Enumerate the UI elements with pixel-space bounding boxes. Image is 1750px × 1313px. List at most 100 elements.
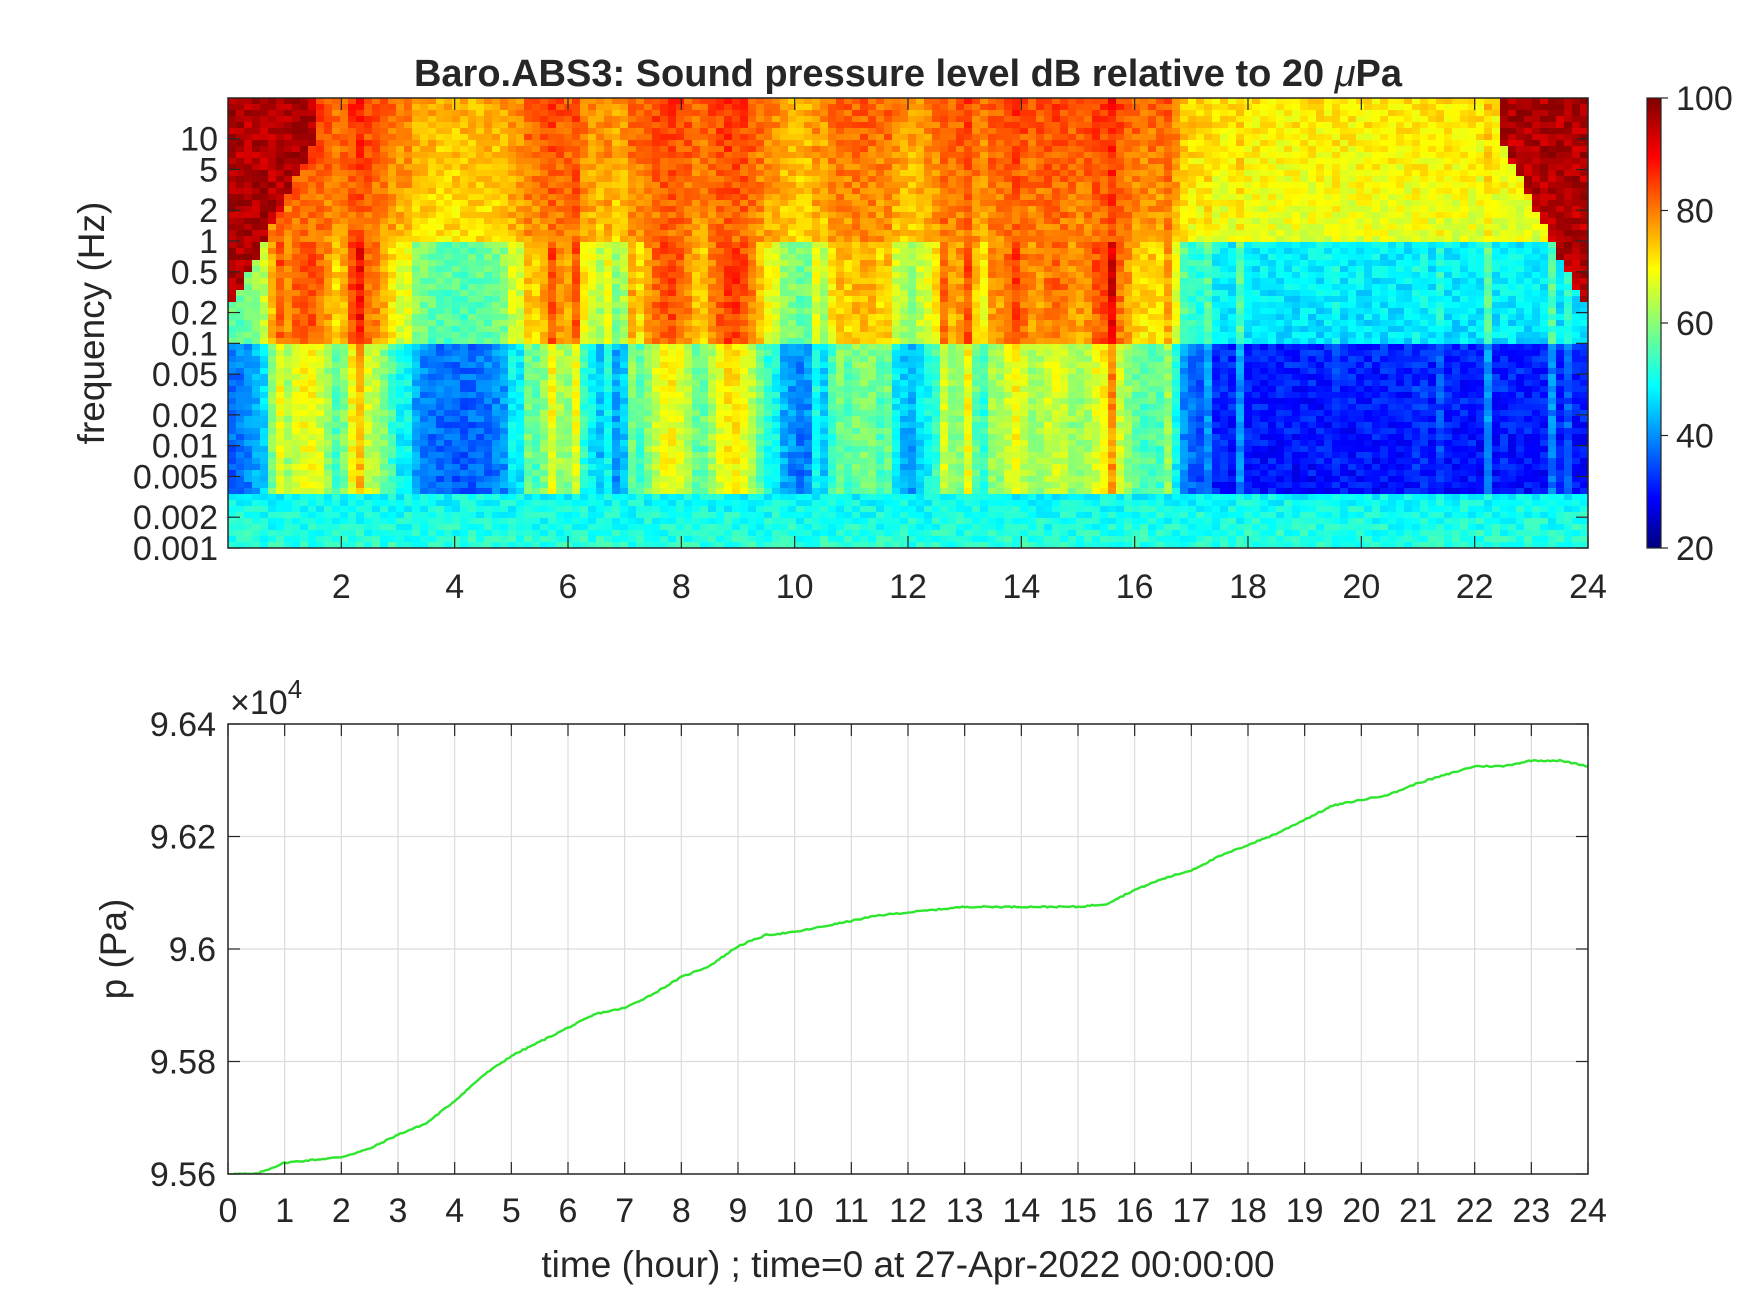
heatmap-cell: [708, 524, 717, 531]
heatmap-cell: [412, 164, 421, 171]
heatmap-cell: [532, 380, 541, 387]
heatmap-cell: [372, 284, 381, 291]
heatmap-cell: [700, 500, 709, 507]
heatmap-cell: [564, 134, 573, 141]
heatmap-cell: [332, 488, 341, 495]
heatmap-cell: [412, 416, 421, 423]
heatmap-cell: [428, 368, 437, 375]
heatmap-cell: [420, 464, 429, 471]
heatmap-cell: [388, 122, 397, 129]
heatmap-cell: [692, 308, 701, 315]
heatmap-cell: [564, 230, 573, 237]
heatmap-cell: [692, 404, 701, 411]
heatmap-cell: [276, 470, 285, 477]
heatmap-cell: [524, 296, 533, 303]
heatmap-cell: [388, 110, 397, 117]
heatmap-cell: [492, 506, 501, 513]
heatmap-cell: [580, 332, 589, 339]
heatmap-cell: [340, 110, 349, 117]
heatmap-cell: [268, 278, 277, 285]
heatmap-cell: [556, 356, 565, 363]
heatmap-cell: [596, 470, 605, 477]
heatmap-cell: [356, 290, 365, 297]
heatmap-cell: [308, 236, 317, 243]
heatmap-cell: [644, 380, 653, 387]
heatmap-cell: [580, 536, 589, 543]
heatmap-cell: [324, 368, 333, 375]
heatmap-cell: [740, 152, 749, 159]
heatmap-cell: [684, 308, 693, 315]
heatmap-cell: [748, 422, 757, 429]
heatmap-cell: [396, 446, 405, 453]
heatmap-cell: [308, 452, 317, 459]
heatmap-cell: [516, 500, 525, 507]
heatmap-cell: [620, 512, 629, 519]
heatmap-cell: [524, 398, 533, 405]
heatmap-cell: [268, 404, 277, 411]
heatmap-cell: [732, 512, 741, 519]
heatmap-cell: [340, 134, 349, 141]
heatmap-cell: [332, 230, 341, 237]
heatmap-cell: [588, 278, 597, 285]
heatmap-cell: [268, 98, 277, 105]
heatmap-cell: [564, 248, 573, 255]
heatmap-cell: [580, 542, 589, 548]
heatmap-cell: [300, 104, 309, 111]
heatmap-cell: [324, 260, 333, 267]
heatmap-cell: [452, 128, 461, 135]
heatmap-cell: [300, 368, 309, 375]
heatmap-cell: [740, 164, 749, 171]
heatmap-cell: [300, 308, 309, 315]
heatmap-cell: [268, 452, 277, 459]
heatmap-cell: [276, 98, 285, 105]
heatmap-cell: [420, 398, 429, 405]
heatmap-cell: [420, 284, 429, 291]
heatmap-cell: [596, 362, 605, 369]
heatmap-cell: [660, 212, 669, 219]
heatmap-cell: [700, 428, 709, 435]
heatmap-cell: [316, 134, 325, 141]
heatmap-cell: [692, 194, 701, 201]
heatmap-cell: [460, 362, 469, 369]
heatmap-cell: [692, 272, 701, 279]
heatmap-cell: [428, 236, 437, 243]
heatmap-cell: [684, 320, 693, 327]
heatmap-cell: [364, 368, 373, 375]
heatmap-cell: [548, 296, 557, 303]
heatmap-cell: [708, 230, 717, 237]
heatmap-cell: [468, 506, 477, 513]
heatmap-cell: [492, 530, 501, 537]
heatmap-cell: [620, 104, 629, 111]
heatmap-cell: [316, 488, 325, 495]
heatmap-cell: [684, 164, 693, 171]
heatmap-cell: [404, 302, 413, 309]
heatmap-cell: [556, 308, 565, 315]
heatmap-cell: [756, 284, 765, 291]
heatmap-cell: [612, 248, 621, 255]
heatmap-cell: [564, 476, 573, 483]
heatmap-cell: [308, 512, 317, 519]
heatmap-cell: [268, 158, 277, 165]
heatmap-cell: [396, 422, 405, 429]
heatmap-cell: [228, 362, 237, 369]
heatmap-cell: [508, 404, 517, 411]
heatmap-cell: [308, 374, 317, 381]
heatmap-cell: [660, 206, 669, 213]
heatmap-cell: [404, 434, 413, 441]
heatmap-cell: [356, 344, 365, 351]
heatmap-cell: [636, 398, 645, 405]
heatmap-cell: [540, 410, 549, 417]
heatmap-cell: [644, 320, 653, 327]
heatmap-cell: [708, 236, 717, 243]
heatmap-cell: [308, 518, 317, 525]
heatmap-cell: [532, 218, 541, 225]
heatmap-cell: [260, 230, 269, 237]
heatmap-cell: [428, 488, 437, 495]
heatmap-cell: [460, 434, 469, 441]
heatmap-cell: [284, 500, 293, 507]
heatmap-cell: [356, 404, 365, 411]
heatmap-cell: [356, 236, 365, 243]
heatmap-cell: [324, 380, 333, 387]
heatmap-cell: [660, 146, 669, 153]
heatmap-cell: [740, 320, 749, 327]
